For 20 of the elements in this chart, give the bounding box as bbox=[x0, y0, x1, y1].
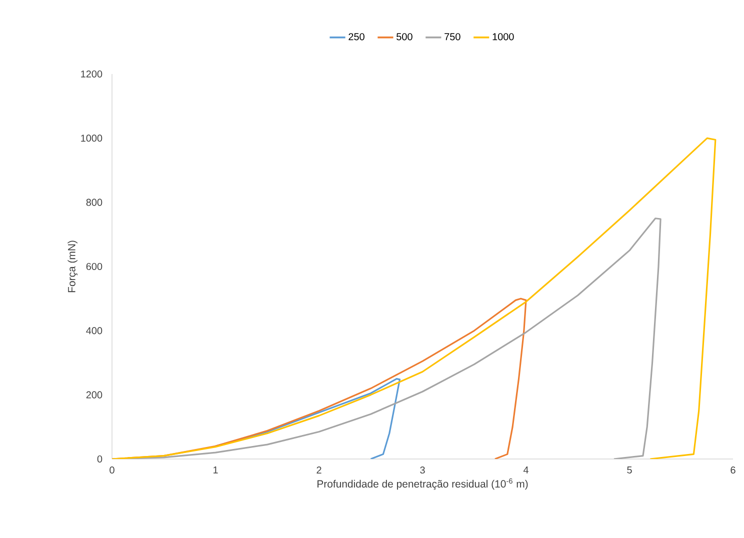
y-tick-label: 800 bbox=[86, 198, 102, 206]
legend-label: 1000 bbox=[492, 33, 514, 40]
y-tick-label: 400 bbox=[86, 327, 102, 334]
x-axis-title: Profundidade de penetração residual (10$^{-6}$ m) bbox=[318, 478, 528, 490]
x-tick-label: 3 bbox=[420, 466, 425, 474]
legend-label: 750 bbox=[444, 33, 460, 40]
y-tick-label: 600 bbox=[86, 262, 102, 270]
x-tick-label: 0 bbox=[110, 466, 114, 474]
y-tick-label: 1000 bbox=[81, 134, 102, 142]
y-axis-title: Força (mN) bbox=[68, 240, 78, 292]
legend-label: 500 bbox=[396, 33, 412, 40]
legend-label: 250 bbox=[348, 33, 364, 40]
x-tick-label: 2 bbox=[316, 466, 322, 474]
x-tick-label: 1 bbox=[214, 466, 218, 474]
x-tick-label: 6 bbox=[730, 466, 736, 474]
y-tick-label: 1200 bbox=[81, 70, 102, 78]
y-tick-label: 0 bbox=[97, 455, 102, 463]
x-tick-label: 5 bbox=[627, 466, 632, 474]
y-tick-label: 200 bbox=[86, 391, 102, 398]
x-tick-label: 4 bbox=[523, 466, 528, 474]
